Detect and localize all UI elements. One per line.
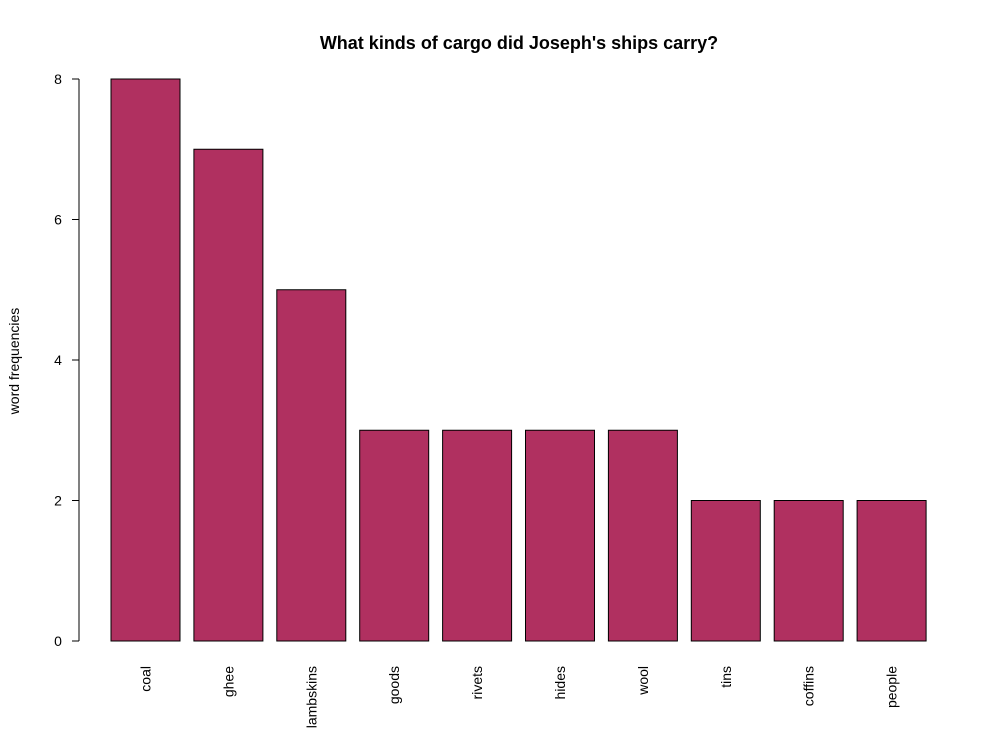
y-axis-label: word frequencies [6,308,22,416]
bar [442,429,513,642]
category-labels: coal ghee lambskins goods rivets hides wool tin… [138,666,900,728]
x-tick-label: hides [552,666,568,699]
x-tick-label: ghee [220,666,236,697]
y-axis: 0 2 4 6 8 [54,71,80,649]
y-tick-label: 0 [54,633,62,649]
bar [110,78,181,642]
x-tick-label: wool [635,666,651,696]
bar [773,500,844,642]
y-tick-label: 2 [54,493,62,509]
bar [856,500,927,642]
x-tick-label: people [884,666,900,708]
bar [193,148,264,642]
bar [276,289,347,642]
bar [525,429,595,642]
x-tick-label: tins [718,666,734,688]
chart-title: What kinds of cargo did Joseph's ships c… [320,33,718,53]
bar [690,500,761,642]
bar [607,429,678,642]
x-tick-label: lambskins [303,666,319,728]
x-tick-label: goods [386,666,402,704]
y-tick-label: 8 [54,71,62,87]
bar [359,429,430,642]
x-tick-label: coffins [801,666,817,706]
x-tick-label: coal [138,666,154,692]
bars-group [110,78,927,642]
x-tick-label: rivets [469,666,485,699]
y-tick-label: 4 [54,352,62,368]
y-tick-label: 6 [54,212,62,228]
